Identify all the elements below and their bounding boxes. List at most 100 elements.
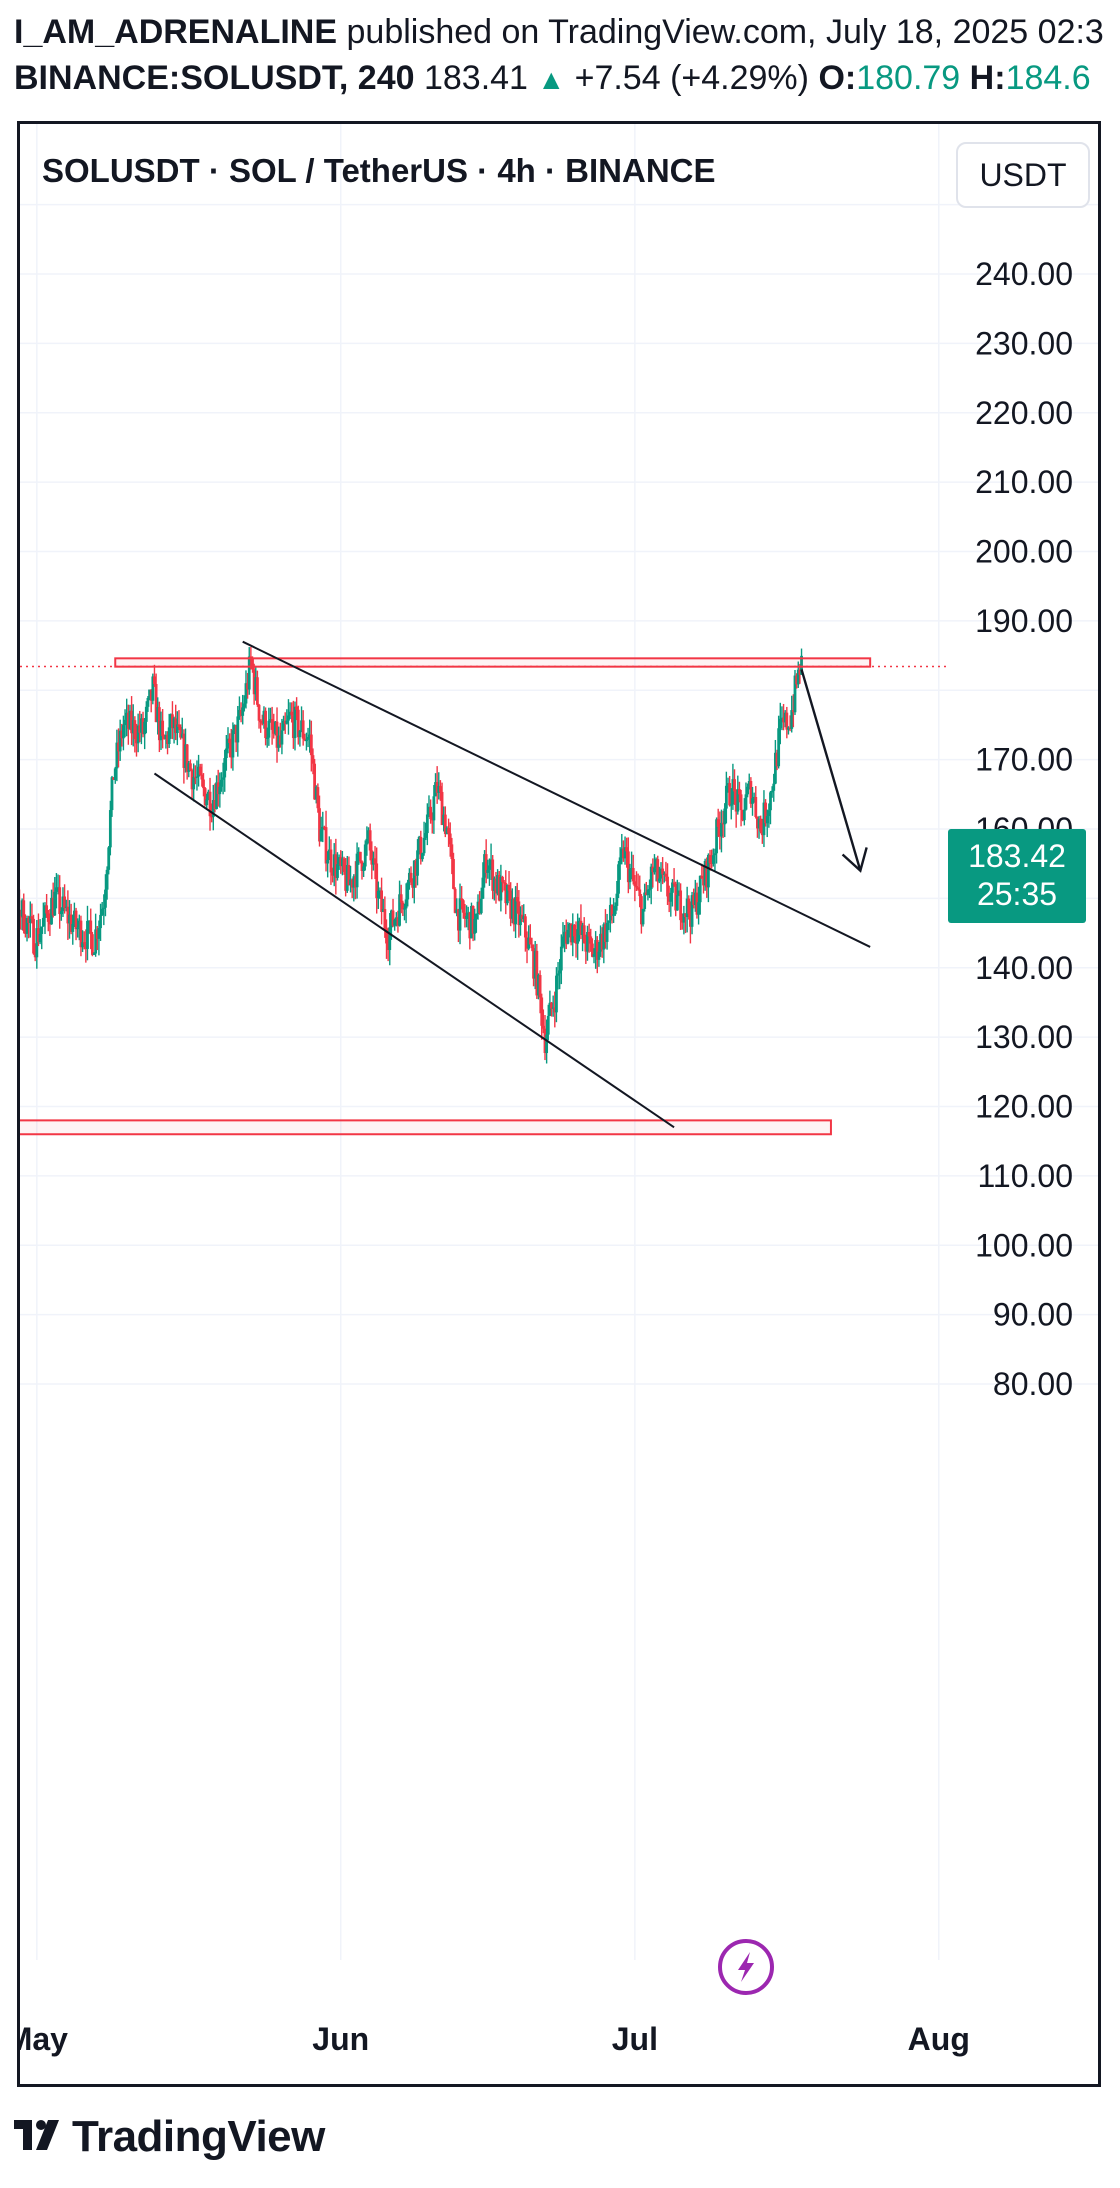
- candle-body: [95, 929, 99, 939]
- candle-body: [675, 895, 679, 911]
- candle-body: [434, 782, 437, 797]
- candle-body: [613, 905, 617, 915]
- candle-body: [43, 905, 47, 918]
- candle-body: [51, 897, 55, 916]
- tradingview-logo[interactable]: TradingView: [14, 2112, 325, 2162]
- y-tick-label: 200.00: [975, 534, 1073, 570]
- candle-body: [30, 916, 34, 919]
- candle-body: [273, 721, 277, 734]
- candle-body: [795, 675, 799, 685]
- candle-body: [262, 710, 266, 724]
- candle-body: [185, 744, 189, 772]
- candle-body: [724, 785, 728, 809]
- candle-body: [466, 912, 470, 916]
- candle-body: [164, 734, 168, 739]
- candle-body: [275, 721, 279, 748]
- candle-body: [63, 896, 67, 909]
- candle-body: [520, 914, 524, 920]
- candle-body: [742, 809, 746, 821]
- chart-frame[interactable]: 240.00 230.00 220.00 210.00 200.00 190.00 170.…: [17, 121, 1101, 2087]
- candle-body: [270, 719, 274, 730]
- candle-body: [334, 854, 338, 878]
- candle-body: [419, 836, 423, 860]
- candle-body: [342, 858, 346, 872]
- candle-body: [537, 975, 540, 996]
- candle-body: [61, 896, 65, 912]
- candle-body: [741, 810, 745, 821]
- candle-body: [626, 851, 630, 883]
- currency-button[interactable]: USDT: [956, 142, 1090, 208]
- candle-body: [211, 800, 215, 818]
- candle-body: [561, 936, 565, 947]
- candle-body: [664, 873, 668, 877]
- candle-body: [726, 783, 730, 786]
- candle-body: [409, 872, 413, 882]
- candle-body: [277, 735, 281, 748]
- candle-body: [59, 911, 63, 915]
- candles: [20, 646, 803, 1064]
- candle-body: [38, 933, 42, 943]
- candle-body: [316, 787, 320, 809]
- candle-body: [66, 906, 70, 924]
- candle-body: [46, 913, 50, 922]
- candle-body: [133, 720, 137, 740]
- candle-body: [639, 896, 643, 925]
- y-tick-label: 130.00: [975, 1019, 1073, 1055]
- candle-body: [751, 798, 754, 804]
- candle-body: [40, 926, 44, 934]
- price-chart[interactable]: 240.00 230.00 220.00 210.00 200.00 190.00 170.…: [20, 124, 1098, 2084]
- candle-body: [33, 953, 37, 958]
- candle-body: [718, 826, 722, 837]
- candle-body: [309, 734, 313, 756]
- candle-body: [148, 689, 151, 698]
- candle-body: [73, 910, 76, 924]
- candle-body: [507, 885, 511, 891]
- candle-body: [215, 782, 218, 809]
- candle-body: [479, 898, 483, 914]
- candle-body: [305, 739, 308, 742]
- candle-body: [558, 970, 562, 974]
- candle-body: [455, 909, 459, 913]
- candle-body: [216, 782, 220, 795]
- candle-body: [234, 725, 238, 743]
- candle-body: [190, 770, 194, 790]
- candle-body: [674, 883, 678, 911]
- candle-body: [154, 683, 158, 723]
- author-name[interactable]: I_AM_ADRENALINE: [14, 13, 338, 51]
- candle-body: [424, 833, 428, 838]
- candle-body: [244, 683, 248, 704]
- candle-body: [666, 876, 669, 897]
- candle-body: [739, 794, 743, 811]
- candle-body: [533, 950, 537, 979]
- lightning-icon[interactable]: [718, 1939, 774, 1995]
- candle-body: [329, 849, 333, 873]
- candle-body: [488, 865, 491, 870]
- open-label: O:: [818, 59, 857, 97]
- candle-body: [430, 819, 434, 821]
- candle-body: [58, 887, 62, 915]
- candle-body: [252, 669, 256, 695]
- candle-body: [559, 946, 563, 971]
- candle-body: [633, 881, 637, 887]
- candle-body: [519, 914, 522, 926]
- candle-body: [445, 827, 449, 835]
- candle-body: [649, 866, 653, 890]
- candle-body: [157, 707, 161, 741]
- candle-body: [432, 796, 436, 821]
- candle-body: [693, 892, 697, 905]
- candle-body: [406, 882, 410, 900]
- candle-body: [568, 923, 571, 930]
- candle-body: [92, 953, 96, 955]
- candle-body: [153, 676, 156, 684]
- candle-body: [550, 1002, 553, 1009]
- candle-body: [605, 922, 609, 942]
- candle-body: [68, 914, 71, 924]
- candle-body: [458, 898, 462, 931]
- candle-body: [631, 868, 635, 882]
- candle-body: [682, 913, 686, 923]
- candle-body: [117, 742, 120, 752]
- candle-body: [705, 860, 709, 888]
- candle-body: [782, 717, 785, 723]
- candle-body: [198, 766, 202, 775]
- candle-body: [28, 916, 32, 923]
